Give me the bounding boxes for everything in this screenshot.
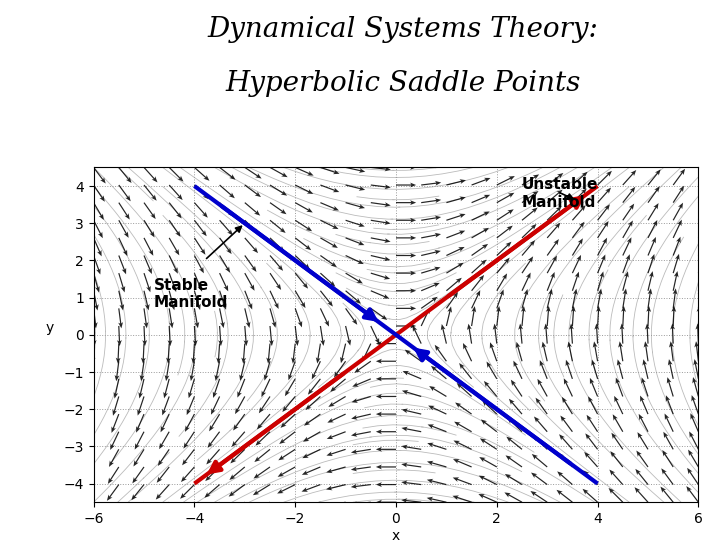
X-axis label: x: x (392, 529, 400, 540)
Text: Unstable
Manifold: Unstable Manifold (522, 177, 598, 210)
FancyArrowPatch shape (529, 289, 530, 291)
Y-axis label: y: y (45, 321, 53, 335)
Text: Stable
Manifold: Stable Manifold (154, 278, 228, 310)
Text: Hyperbolic Saddle Points: Hyperbolic Saddle Points (225, 70, 581, 97)
Text: Dynamical Systems Theory:: Dynamical Systems Theory: (208, 16, 598, 43)
FancyArrowPatch shape (358, 349, 359, 351)
FancyArrowPatch shape (628, 237, 629, 239)
